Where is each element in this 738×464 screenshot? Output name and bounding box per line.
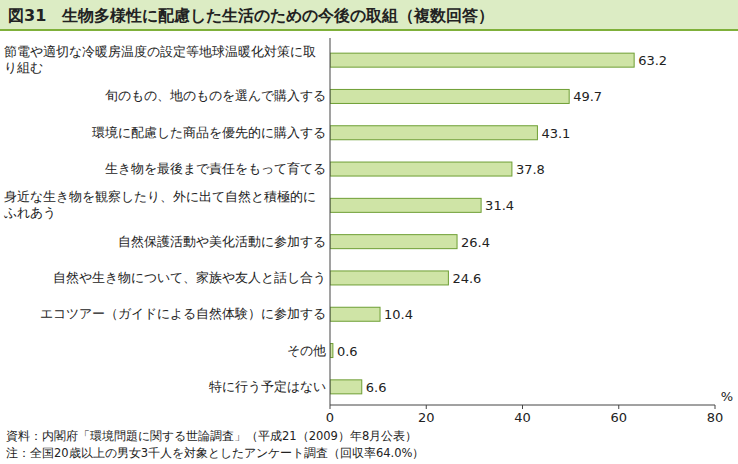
bar — [330, 89, 569, 103]
data-label: 49.7 — [573, 89, 602, 104]
note: 注：全国20歳以上の男女3千人を対象としたアンケート調査（回収率64.0%） — [6, 446, 424, 460]
category-label: 環境に配慮した商品を優先的に購入する — [92, 125, 326, 140]
category-label: エコツアー（ガイドによる自然体験）に参加する — [40, 306, 326, 321]
bars — [330, 53, 634, 394]
title: 図31 生物多様性に配慮した生活のための今後の取組（複数回答） — [8, 6, 494, 25]
data-label: 6.6 — [366, 380, 387, 395]
tick-label: 40 — [514, 410, 531, 425]
category-label-line: 節電や適切な冷暖房温度の設定等地球温暖化対策に取 — [4, 44, 316, 59]
data-label: 10.4 — [384, 307, 413, 322]
category-label: その他 — [287, 343, 326, 358]
category-label: 自然や生き物について、家族や友人と話し合う — [53, 270, 326, 285]
bar — [330, 162, 512, 176]
tick — [618, 405, 619, 409]
data-label: 43.1 — [541, 126, 570, 141]
tick-label: 20 — [418, 410, 435, 425]
tick — [715, 405, 716, 409]
title-rule — [0, 29, 738, 31]
tick-label: 0 — [326, 410, 334, 425]
source: 資料：内閣府「環境問題に関する世論調査」（平成21（2009）年8月公表） — [6, 429, 417, 443]
data-label: 31.4 — [485, 198, 514, 213]
category-label-line: ふれあう — [3, 205, 56, 220]
data-label: 63.2 — [638, 53, 667, 68]
chart: 図31 生物多様性に配慮した生活のための今後の取組（複数回答） 63.2 49.7 4… — [0, 0, 738, 464]
data-label: 26.4 — [461, 235, 490, 250]
bar — [330, 380, 362, 394]
data-label: 37.8 — [516, 162, 545, 177]
bar — [330, 126, 537, 140]
category-label-line: 身近な生き物を観察したり、外に出て自然と積極的に — [4, 189, 316, 204]
tick — [522, 405, 523, 409]
data-label: 24.6 — [452, 271, 481, 286]
bar — [330, 235, 457, 249]
bar — [330, 53, 634, 67]
bar — [330, 307, 380, 321]
bar — [330, 271, 448, 285]
category-label: 身近な生き物を観察したり、外に出て自然と積極的にふれあう — [3, 189, 316, 220]
tick — [426, 405, 427, 409]
title-band — [0, 0, 738, 30]
category-label: 生き物を最後まで責任をもって育てる — [105, 161, 326, 176]
tick-label: 60 — [610, 410, 627, 425]
category-label: 旬のもの、地のものを選んで購入する — [105, 88, 326, 103]
bar — [330, 198, 481, 212]
tick — [330, 405, 331, 409]
category-label: 節電や適切な冷暖房温度の設定等地球温暖化対策に取り組む — [4, 44, 316, 75]
data-label: 0.6 — [337, 344, 358, 359]
y-axis — [330, 38, 331, 405]
category-label: 自然保護活動や美化活動に参加する — [118, 234, 326, 249]
axis-unit: % — [721, 389, 733, 404]
tick-label: 80 — [707, 410, 724, 425]
category-label: 特に行う予定はない — [209, 379, 326, 394]
category-label-line: り組む — [4, 60, 43, 75]
